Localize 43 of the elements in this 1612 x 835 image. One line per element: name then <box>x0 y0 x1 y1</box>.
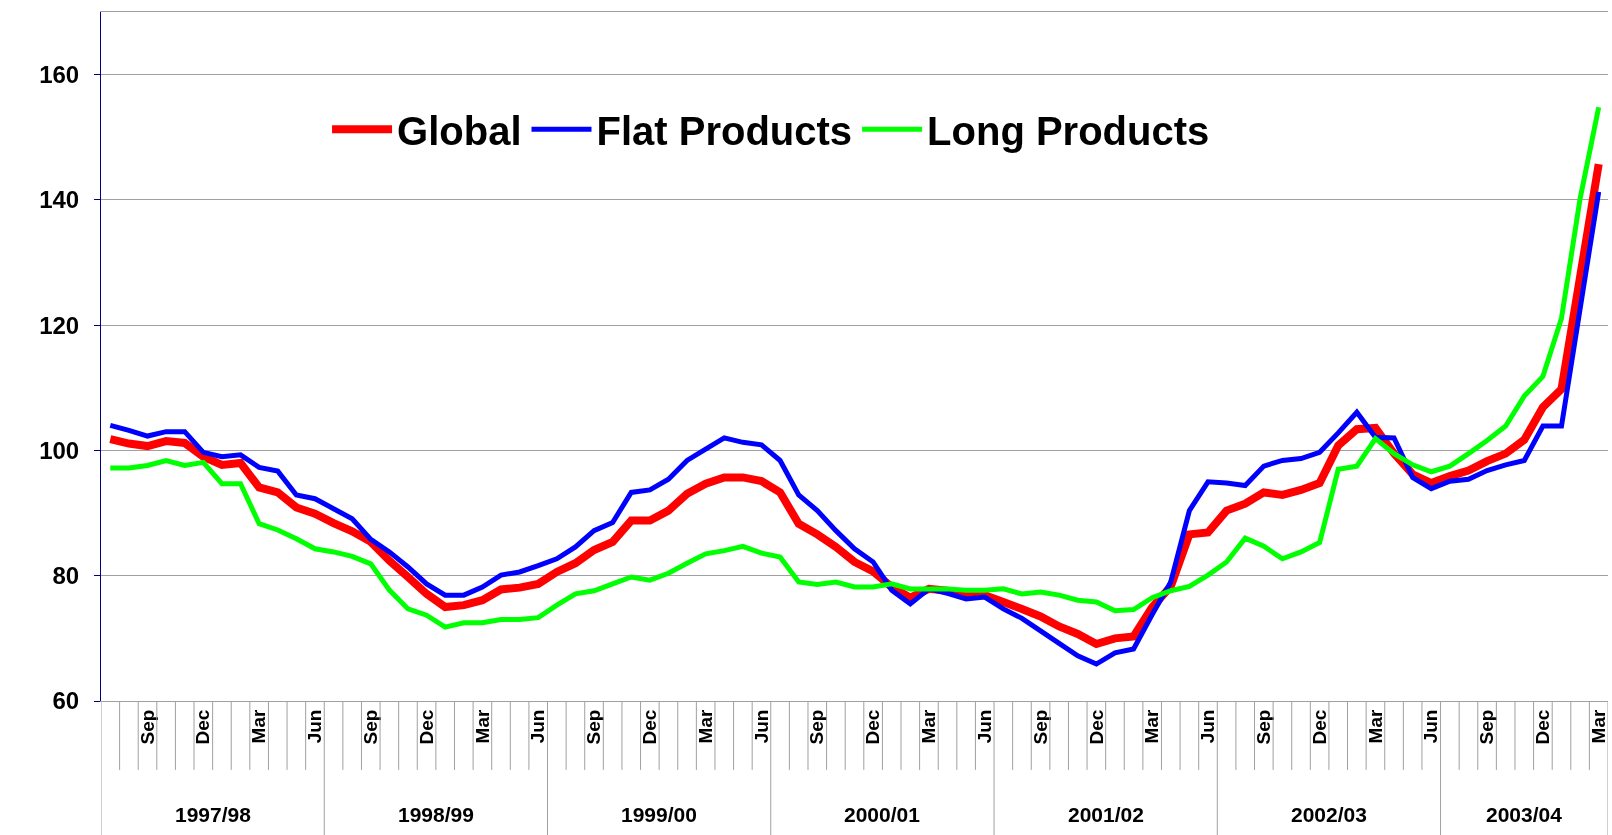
x-tick-label: Jun <box>750 709 772 744</box>
x-tick-label: Sep <box>583 709 605 745</box>
x-tick-label: Dec <box>1532 709 1554 745</box>
x-tick-label: Mar <box>1587 709 1609 744</box>
x-tick-label: Jun <box>1420 709 1442 744</box>
x-tick-label: Dec <box>862 709 884 745</box>
legend-label: Flat Products <box>596 108 853 153</box>
y-tick-label: 160 <box>39 61 80 89</box>
x-tick-label: Mar <box>694 709 716 744</box>
x-tick-label: Jun <box>973 709 995 744</box>
x-tick-label: Jun <box>1197 709 1219 744</box>
x-tick-label: Dec <box>192 709 214 745</box>
text: 1997/98 <box>175 803 252 826</box>
x-tick-label: Sep <box>806 709 828 745</box>
y-tick-label: 60 <box>52 687 80 715</box>
text: 2001/02 <box>1068 803 1144 826</box>
x-tick-label: Mar <box>248 709 270 744</box>
text: 1998/99 <box>398 803 474 826</box>
x-tick-label: Sep <box>1252 709 1274 745</box>
legend-label: Long Products <box>927 108 1210 153</box>
x-tick-label: Jun <box>304 709 326 744</box>
x-tick-label: Dec <box>415 709 437 745</box>
x-tick-label: Sep <box>136 709 158 745</box>
y-tick-label: 80 <box>52 562 80 590</box>
y-tick-label: 120 <box>39 311 80 339</box>
text: 2003/04 <box>1486 803 1563 826</box>
x-tick-label: Dec <box>1085 709 1107 745</box>
x-tick-label: Jun <box>527 709 549 744</box>
x-tick-label: Sep <box>359 709 381 745</box>
x-tick-label: Mar <box>918 709 940 744</box>
text: 2002/03 <box>1291 803 1367 826</box>
y-tick-label: 100 <box>39 436 80 464</box>
x-tick-label: Sep <box>1476 709 1498 745</box>
x-tick-label: Mar <box>1141 709 1163 744</box>
text: 2000/01 <box>844 803 921 826</box>
x-tick-label: Mar <box>1364 709 1386 744</box>
x-tick-label: Sep <box>1029 709 1051 745</box>
x-tick-label: Dec <box>639 709 661 745</box>
legend-label: Global <box>397 108 522 153</box>
y-tick-label: 140 <box>39 186 80 214</box>
text: 1999/00 <box>621 803 697 826</box>
x-tick-label: Mar <box>471 709 493 744</box>
x-tick-label: Dec <box>1308 709 1330 745</box>
